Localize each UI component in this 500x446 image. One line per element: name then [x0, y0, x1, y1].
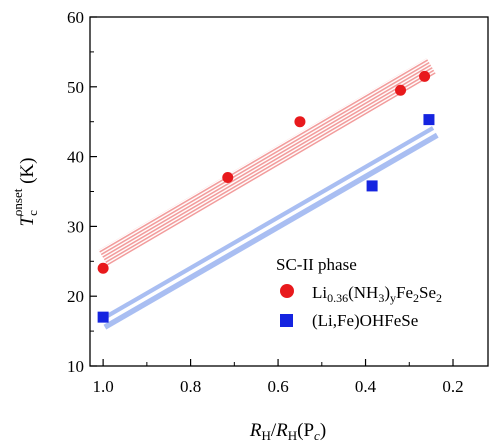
legend-marker-square — [280, 314, 293, 327]
x-tick-label: 0.8 — [180, 377, 201, 396]
point-square — [423, 114, 435, 126]
x-tick-label: 0.4 — [355, 377, 377, 396]
trend-band-1 — [99, 126, 440, 331]
x-tick-label: 0.2 — [442, 377, 463, 396]
point-square — [97, 311, 109, 323]
trend-band-0 — [98, 58, 436, 266]
point-circle — [419, 70, 431, 82]
x-axis-title-sub1: H — [261, 428, 270, 443]
legend-marker-circle — [280, 284, 294, 298]
x-tick-label: 0.6 — [267, 377, 288, 396]
x-axis-title-slash: / — [271, 420, 277, 441]
x-axis-title-close: ) — [320, 420, 326, 441]
y-axis-title-unit: (K) — [17, 158, 38, 189]
y-axis-title: Tconset (K) — [10, 158, 40, 227]
y-tick-label: 20 — [67, 287, 84, 306]
legend: SC-II phase Li0.36(NH3)yFe2Se2 (Li,Fe)OH… — [276, 255, 442, 330]
x-axis-title-sub2: H — [288, 428, 297, 443]
legend-label-lifeohfese: (Li,Fe)OHFeSe — [312, 311, 418, 330]
x-axis-title-sub3: c — [314, 428, 320, 443]
legend-label-li-nh3: Li0.36(NH3)yFe2Se2 — [312, 283, 442, 305]
y-tick-label: 30 — [67, 217, 84, 236]
y-tick-label: 40 — [67, 148, 84, 167]
y-tick-label: 10 — [67, 357, 84, 376]
trend-bands — [98, 58, 440, 331]
point-square — [366, 180, 378, 192]
y-axis-title-sub: c — [25, 210, 40, 216]
point-circle — [395, 84, 407, 96]
x-axis-title-main2: R — [275, 420, 288, 441]
point-circle — [294, 116, 306, 128]
y-axis-title-main: T — [17, 214, 38, 226]
data-points — [97, 70, 435, 323]
y-tick-label: 50 — [67, 78, 84, 97]
x-tick-label: 1.0 — [92, 377, 113, 396]
axis-ticks: 10 20 30 40 50 60 1.0 0.8 0.6 0.4 0.2 — [67, 8, 464, 396]
point-circle — [222, 172, 234, 184]
x-axis-title-rest: (P — [297, 420, 314, 441]
x-axis-title-main: R — [249, 420, 262, 441]
legend-title: SC-II phase — [276, 255, 357, 274]
x-axis-title: RH/RH(Pc) — [249, 420, 326, 443]
point-circle — [97, 262, 109, 274]
y-tick-label: 60 — [67, 8, 84, 27]
y-axis-title-sup: onset — [10, 188, 25, 216]
